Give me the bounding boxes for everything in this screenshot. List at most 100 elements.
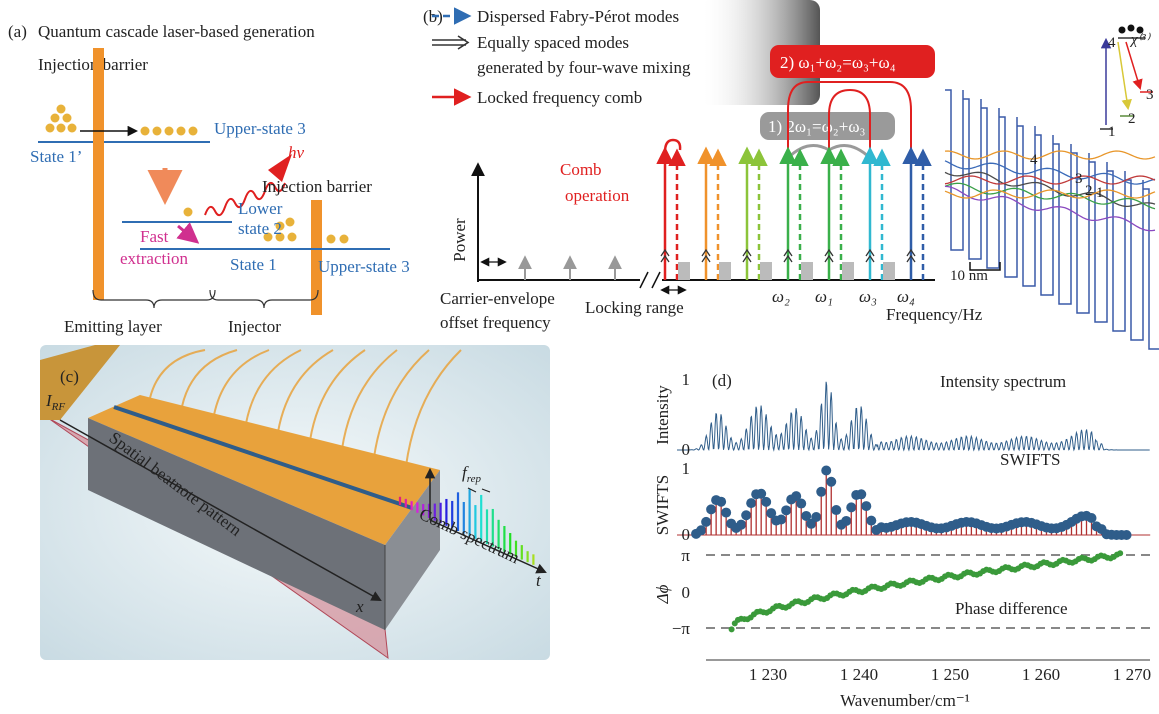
label: Upper-state 3 bbox=[214, 119, 306, 138]
brace bbox=[93, 290, 318, 308]
y-tick-label: 0 bbox=[682, 440, 691, 459]
process-label: 1) 2ω₁=ω₂+ω₃ bbox=[768, 117, 866, 136]
circle-shape bbox=[177, 127, 186, 136]
swifts-dot bbox=[696, 525, 706, 535]
swifts-dot bbox=[761, 497, 771, 507]
circle-shape bbox=[327, 235, 336, 244]
y-tick-label: 0 bbox=[682, 583, 691, 602]
circle-shape bbox=[153, 127, 162, 136]
y-tick-label: 1 bbox=[682, 459, 691, 478]
label: Injector bbox=[228, 317, 281, 336]
circle-shape bbox=[286, 218, 295, 227]
circle-shape bbox=[288, 233, 297, 242]
swifts-dot bbox=[741, 510, 751, 520]
legend-entry: Dispersed Fabry-Pérot modes bbox=[477, 7, 679, 26]
label: Carrier-envelope bbox=[440, 289, 555, 308]
swifts-dot bbox=[716, 497, 726, 507]
x-label: Wavenumber/cm⁻¹ bbox=[840, 691, 970, 710]
swifts-dot bbox=[721, 508, 731, 518]
figure: (a) Quantum cascade laser-based generati… bbox=[0, 0, 1159, 714]
label: extraction bbox=[120, 249, 188, 268]
intensity-spectrum bbox=[677, 382, 1150, 450]
swifts-dot bbox=[866, 516, 876, 526]
swifts-dot bbox=[781, 505, 791, 515]
arrow bbox=[178, 226, 196, 241]
circle-shape bbox=[51, 114, 60, 123]
circle-shape bbox=[141, 127, 150, 136]
label: Locking range bbox=[585, 298, 684, 317]
circle-shape bbox=[68, 124, 77, 133]
mode-label: ω₄ bbox=[897, 287, 915, 306]
axis-label: Power bbox=[450, 218, 469, 262]
label: Emitting layer bbox=[64, 317, 162, 336]
swifts-dot bbox=[1122, 530, 1132, 540]
circle-shape bbox=[184, 208, 193, 217]
panel-label: (a) bbox=[8, 22, 27, 41]
swifts-dot bbox=[841, 516, 851, 526]
band-label: 3 bbox=[1075, 171, 1083, 187]
label: Injection barrier bbox=[262, 177, 372, 196]
y-label: Δϕ bbox=[653, 584, 672, 604]
subscript: rep bbox=[467, 473, 482, 485]
swifts-dot bbox=[856, 489, 866, 499]
label: State 1 bbox=[230, 255, 277, 274]
locking-range bbox=[842, 262, 854, 280]
circle-shape bbox=[189, 127, 198, 136]
label: offset frequency bbox=[440, 313, 551, 332]
swifts-dot bbox=[821, 466, 831, 476]
axis-break bbox=[640, 272, 660, 288]
swifts-dot bbox=[811, 512, 821, 522]
mode-label: ω₂ bbox=[772, 287, 790, 306]
barrier bbox=[93, 48, 104, 300]
legend-key bbox=[432, 36, 468, 49]
label: state 2 bbox=[238, 219, 282, 238]
scale-label: 10 nm bbox=[950, 268, 988, 284]
y-tick-label: −π bbox=[672, 619, 691, 638]
phase-dot bbox=[729, 626, 735, 632]
spectra bbox=[677, 382, 1150, 633]
locking-range bbox=[678, 262, 690, 280]
label: operation bbox=[565, 186, 630, 205]
x-tick-label: 1 270 bbox=[1113, 665, 1151, 684]
y-label: Intensity bbox=[653, 385, 672, 445]
level-label: 4 bbox=[1108, 35, 1116, 51]
band-label: 2 bbox=[1085, 183, 1093, 199]
x-tick-label: 1 250 bbox=[931, 665, 969, 684]
line-shape bbox=[1118, 42, 1128, 108]
process-label: 2) ω₁+ω₂=ω₃+ω₄ bbox=[780, 53, 896, 72]
mode-label: ω₁ bbox=[815, 287, 833, 306]
mode-label: ω₃ bbox=[859, 287, 877, 306]
circle-shape bbox=[63, 114, 72, 123]
circle-shape bbox=[1128, 25, 1135, 32]
hook bbox=[665, 140, 680, 152]
swifts-dot bbox=[826, 477, 836, 487]
level-label: 1 bbox=[1108, 124, 1116, 140]
line-shape bbox=[1126, 42, 1140, 88]
circle-shape bbox=[46, 124, 55, 133]
swifts-dot bbox=[1087, 513, 1097, 523]
panel-label: (c) bbox=[60, 367, 79, 386]
band-label: 1 bbox=[1096, 185, 1104, 201]
panel-b: (b) Dispersed Fabry-Pérot modes Equally … bbox=[423, 0, 1159, 349]
legend-entry: generated by four-wave mixing bbox=[477, 58, 691, 77]
plot-title: Intensity spectrum bbox=[940, 372, 1066, 391]
swifts-dot bbox=[796, 499, 806, 509]
swifts-dot bbox=[816, 487, 826, 497]
swifts-dot bbox=[736, 520, 746, 530]
plot-title: Phase difference bbox=[955, 599, 1068, 618]
y-tick-label: π bbox=[681, 546, 690, 565]
y-tick-label: 1 bbox=[682, 370, 691, 389]
axis-label: x bbox=[355, 597, 364, 616]
locking-range bbox=[801, 262, 813, 280]
swifts-dot bbox=[746, 498, 756, 508]
swifts-dot bbox=[831, 505, 841, 515]
phase-dot bbox=[1117, 550, 1123, 556]
locking-range bbox=[760, 262, 772, 280]
label: Fast bbox=[140, 227, 169, 246]
x-tick-label: 1 240 bbox=[840, 665, 878, 684]
panel-title: Quantum cascade laser-based generation bbox=[38, 22, 315, 41]
subscript: RF bbox=[51, 401, 66, 413]
locking-range bbox=[719, 262, 731, 280]
panel-d: (d) Intensity spectrum SWIFTS Phase diff… bbox=[653, 370, 1151, 710]
plot-title: SWIFTS bbox=[1000, 450, 1060, 469]
